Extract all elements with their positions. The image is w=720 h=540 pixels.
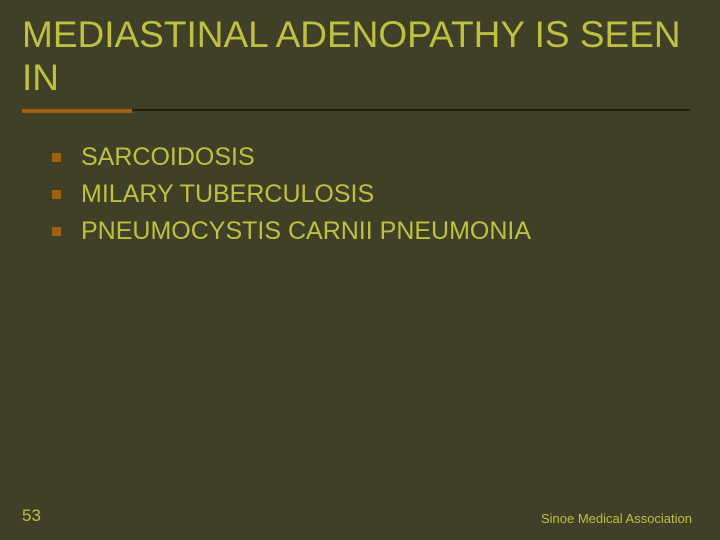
bullet-list: SARCOIDOSIS MILARY TUBERCULOSIS PNEUMOCY…: [22, 143, 698, 246]
slide-number: 53: [22, 506, 41, 526]
bullet-text: SARCOIDOSIS: [81, 143, 255, 172]
footer-text: Sinoe Medical Association: [541, 511, 692, 526]
slide-title: MEDIASTINAL ADENOPATHY IS SEEN IN: [22, 14, 698, 99]
square-bullet-icon: [52, 153, 61, 162]
list-item: SARCOIDOSIS: [52, 143, 698, 172]
square-bullet-icon: [52, 190, 61, 199]
slide-container: MEDIASTINAL ADENOPATHY IS SEEN IN SARCOI…: [0, 0, 720, 540]
bullet-text: PNEUMOCYSTIS CARNII PNEUMONIA: [81, 217, 531, 246]
square-bullet-icon: [52, 227, 61, 236]
list-item: MILARY TUBERCULOSIS: [52, 180, 698, 209]
list-item: PNEUMOCYSTIS CARNII PNEUMONIA: [52, 217, 698, 246]
divider-line-accent: [22, 109, 132, 113]
title-divider: [22, 109, 690, 113]
bullet-text: MILARY TUBERCULOSIS: [81, 180, 374, 209]
